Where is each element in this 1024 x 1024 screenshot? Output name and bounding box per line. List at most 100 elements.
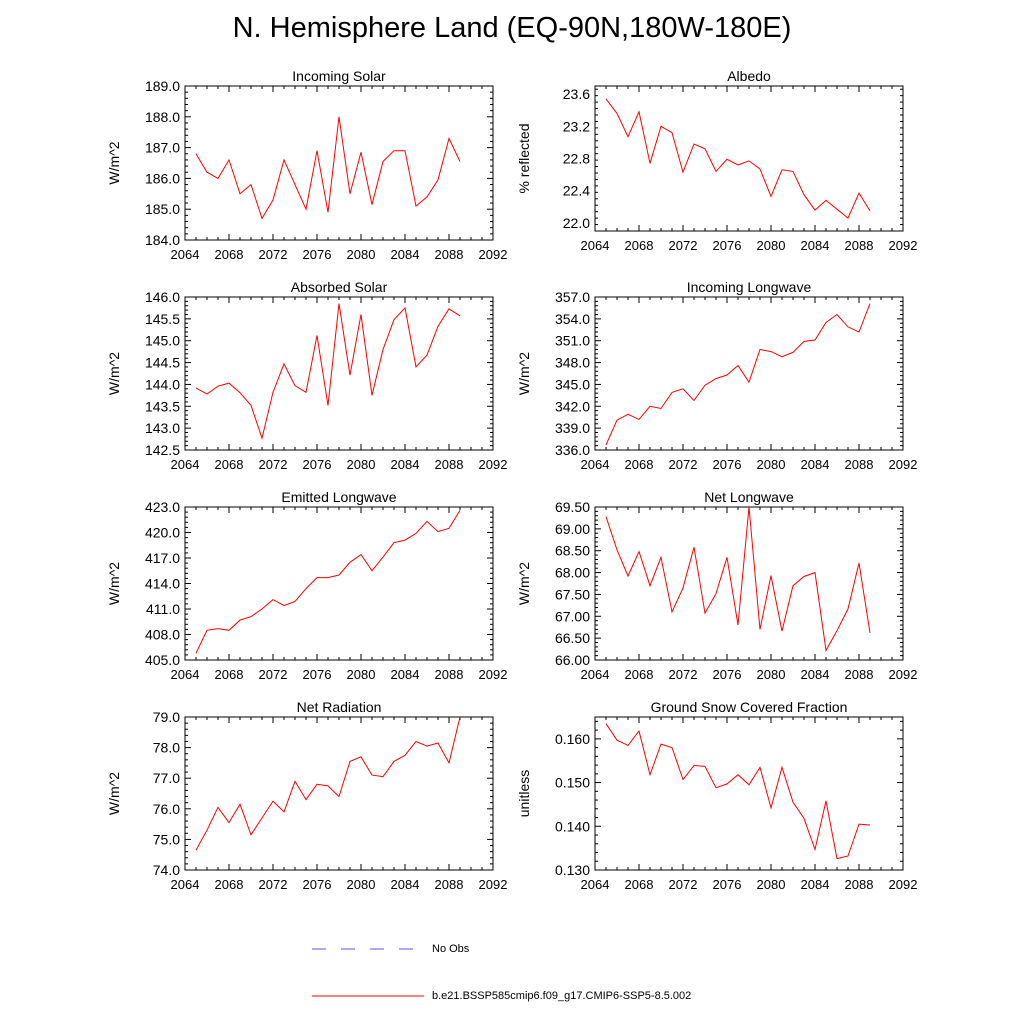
x-tick-label: 2068 — [625, 877, 654, 892]
y-tick-label: 0.140 — [555, 818, 590, 834]
x-tick-label: 2088 — [435, 877, 464, 892]
series-line-1 — [605, 98, 871, 219]
y-tick-label: 79.0 — [153, 709, 180, 725]
x-tick-label: 2092 — [889, 457, 918, 472]
x-tick-label: 2092 — [479, 667, 508, 682]
x-tick-label: 2068 — [215, 457, 244, 472]
y-tick-label: 339.0 — [555, 420, 590, 436]
chart-panel-5: 2064 2068 2072 2076 2080 2084 2088 2092 405.0 408… — [106, 489, 507, 682]
chart-panel-8: 2064 2068 2072 2076 2080 2084 2088 2092 0.130 0.1… — [516, 699, 917, 892]
plot-frame — [184, 85, 494, 241]
x-tick-label: 2064 — [171, 247, 200, 262]
x-tick-label: 2064 — [171, 457, 200, 472]
x-tick-label: 2072 — [669, 877, 698, 892]
x-tick-label: 2092 — [889, 877, 918, 892]
y-tick-label: 75.0 — [153, 831, 180, 847]
x-tick-label: 2092 — [479, 877, 508, 892]
y-tick-label: 423.0 — [145, 499, 180, 515]
y-tick-label: 142.5 — [145, 442, 180, 458]
x-tick-label: 2076 — [713, 457, 742, 472]
plot-frame — [594, 296, 904, 451]
y-tick-label: 66.00 — [555, 652, 590, 668]
x-tick-label: 2092 — [479, 457, 508, 472]
y-axis-label: W/m^2 — [106, 772, 122, 815]
x-tick-label: 2076 — [303, 877, 332, 892]
series-line-1 — [605, 303, 871, 446]
x-tick-label: 2080 — [347, 877, 376, 892]
x-tick-label: 2080 — [347, 247, 376, 262]
panel-title: Net Longwave — [704, 489, 794, 505]
x-tick-label: 2092 — [889, 238, 918, 253]
y-tick-label: 67.50 — [555, 586, 590, 602]
x-tick-label: 2064 — [171, 877, 200, 892]
y-tick-label: 354.0 — [555, 311, 590, 327]
panel-title: Net Radiation — [297, 699, 382, 715]
chart-panel-3: 2064 2068 2072 2076 2080 2084 2088 2092 142.5 143… — [106, 279, 507, 472]
page-title: N. Hemisphere Land (EQ-90N,180W-180E) — [232, 12, 792, 44]
y-tick-label: 144.0 — [145, 376, 180, 392]
y-tick-label: 22.8 — [563, 151, 590, 167]
y-tick-label: 74.0 — [153, 862, 180, 878]
y-tick-label: 351.0 — [555, 333, 590, 349]
y-tick-label: 417.0 — [145, 550, 180, 566]
x-tick-label: 2080 — [757, 457, 786, 472]
panel-title: Albedo — [727, 68, 771, 84]
y-tick-label: 342.0 — [555, 398, 590, 414]
x-tick-label: 2092 — [889, 667, 918, 682]
y-axis-label: W/m^2 — [516, 352, 532, 395]
y-tick-label: 76.0 — [153, 801, 180, 817]
y-tick-label: 23.6 — [563, 86, 590, 102]
y-tick-label: 23.2 — [563, 118, 590, 134]
x-tick-label: 2076 — [303, 247, 332, 262]
y-axis-label: W/m^2 — [106, 562, 122, 605]
y-tick-label: 189.0 — [145, 78, 180, 94]
y-tick-label: 0.160 — [555, 731, 590, 747]
x-tick-label: 2068 — [215, 247, 244, 262]
x-tick-label: 2092 — [479, 247, 508, 262]
series-line-1 — [195, 716, 461, 851]
y-tick-label: 405.0 — [145, 652, 180, 668]
x-tick-label: 2088 — [435, 247, 464, 262]
series-line-1 — [605, 506, 871, 652]
x-tick-label: 2076 — [713, 238, 742, 253]
x-tick-label: 2088 — [845, 877, 874, 892]
y-tick-label: 66.50 — [555, 630, 590, 646]
x-tick-label: 2088 — [435, 667, 464, 682]
x-tick-label: 2072 — [259, 667, 288, 682]
x-tick-label: 2076 — [303, 457, 332, 472]
x-tick-label: 2072 — [669, 667, 698, 682]
chart-panel-4: 2064 2068 2072 2076 2080 2084 2088 2092 336.0 339… — [516, 279, 917, 472]
y-tick-label: 414.0 — [145, 576, 180, 592]
chart-panel-7: 2064 2068 2072 2076 2080 2084 2088 2092 74.0 75.0… — [106, 699, 507, 892]
plot-frame — [184, 506, 494, 661]
x-tick-label: 2072 — [669, 238, 698, 253]
x-tick-label: 2088 — [845, 457, 874, 472]
x-tick-label: 2064 — [581, 457, 610, 472]
x-tick-label: 2080 — [347, 667, 376, 682]
series-line-1 — [195, 116, 461, 220]
series-line-1 — [195, 303, 461, 441]
x-tick-label: 2068 — [625, 457, 654, 472]
x-tick-label: 2080 — [757, 238, 786, 253]
series-line-1 — [605, 723, 871, 860]
x-tick-label: 2080 — [757, 877, 786, 892]
x-tick-label: 2072 — [259, 457, 288, 472]
y-tick-label: 0.130 — [555, 862, 590, 878]
y-tick-label: 69.50 — [555, 499, 590, 515]
y-tick-label: 186.0 — [145, 170, 180, 186]
y-tick-label: 420.0 — [145, 525, 180, 541]
y-tick-label: 69.00 — [555, 521, 590, 537]
x-tick-label: 2076 — [303, 667, 332, 682]
x-tick-label: 2084 — [391, 877, 420, 892]
x-tick-label: 2068 — [625, 238, 654, 253]
x-tick-label: 2064 — [581, 877, 610, 892]
x-tick-label: 2084 — [391, 247, 420, 262]
x-tick-label: 2068 — [215, 667, 244, 682]
x-tick-label: 2088 — [845, 667, 874, 682]
x-tick-label: 2064 — [581, 667, 610, 682]
x-tick-label: 2084 — [801, 667, 830, 682]
y-tick-label: 68.00 — [555, 565, 590, 581]
y-tick-label: 143.0 — [145, 420, 180, 436]
y-tick-label: 143.5 — [145, 398, 180, 414]
y-tick-label: 0.150 — [555, 775, 590, 791]
